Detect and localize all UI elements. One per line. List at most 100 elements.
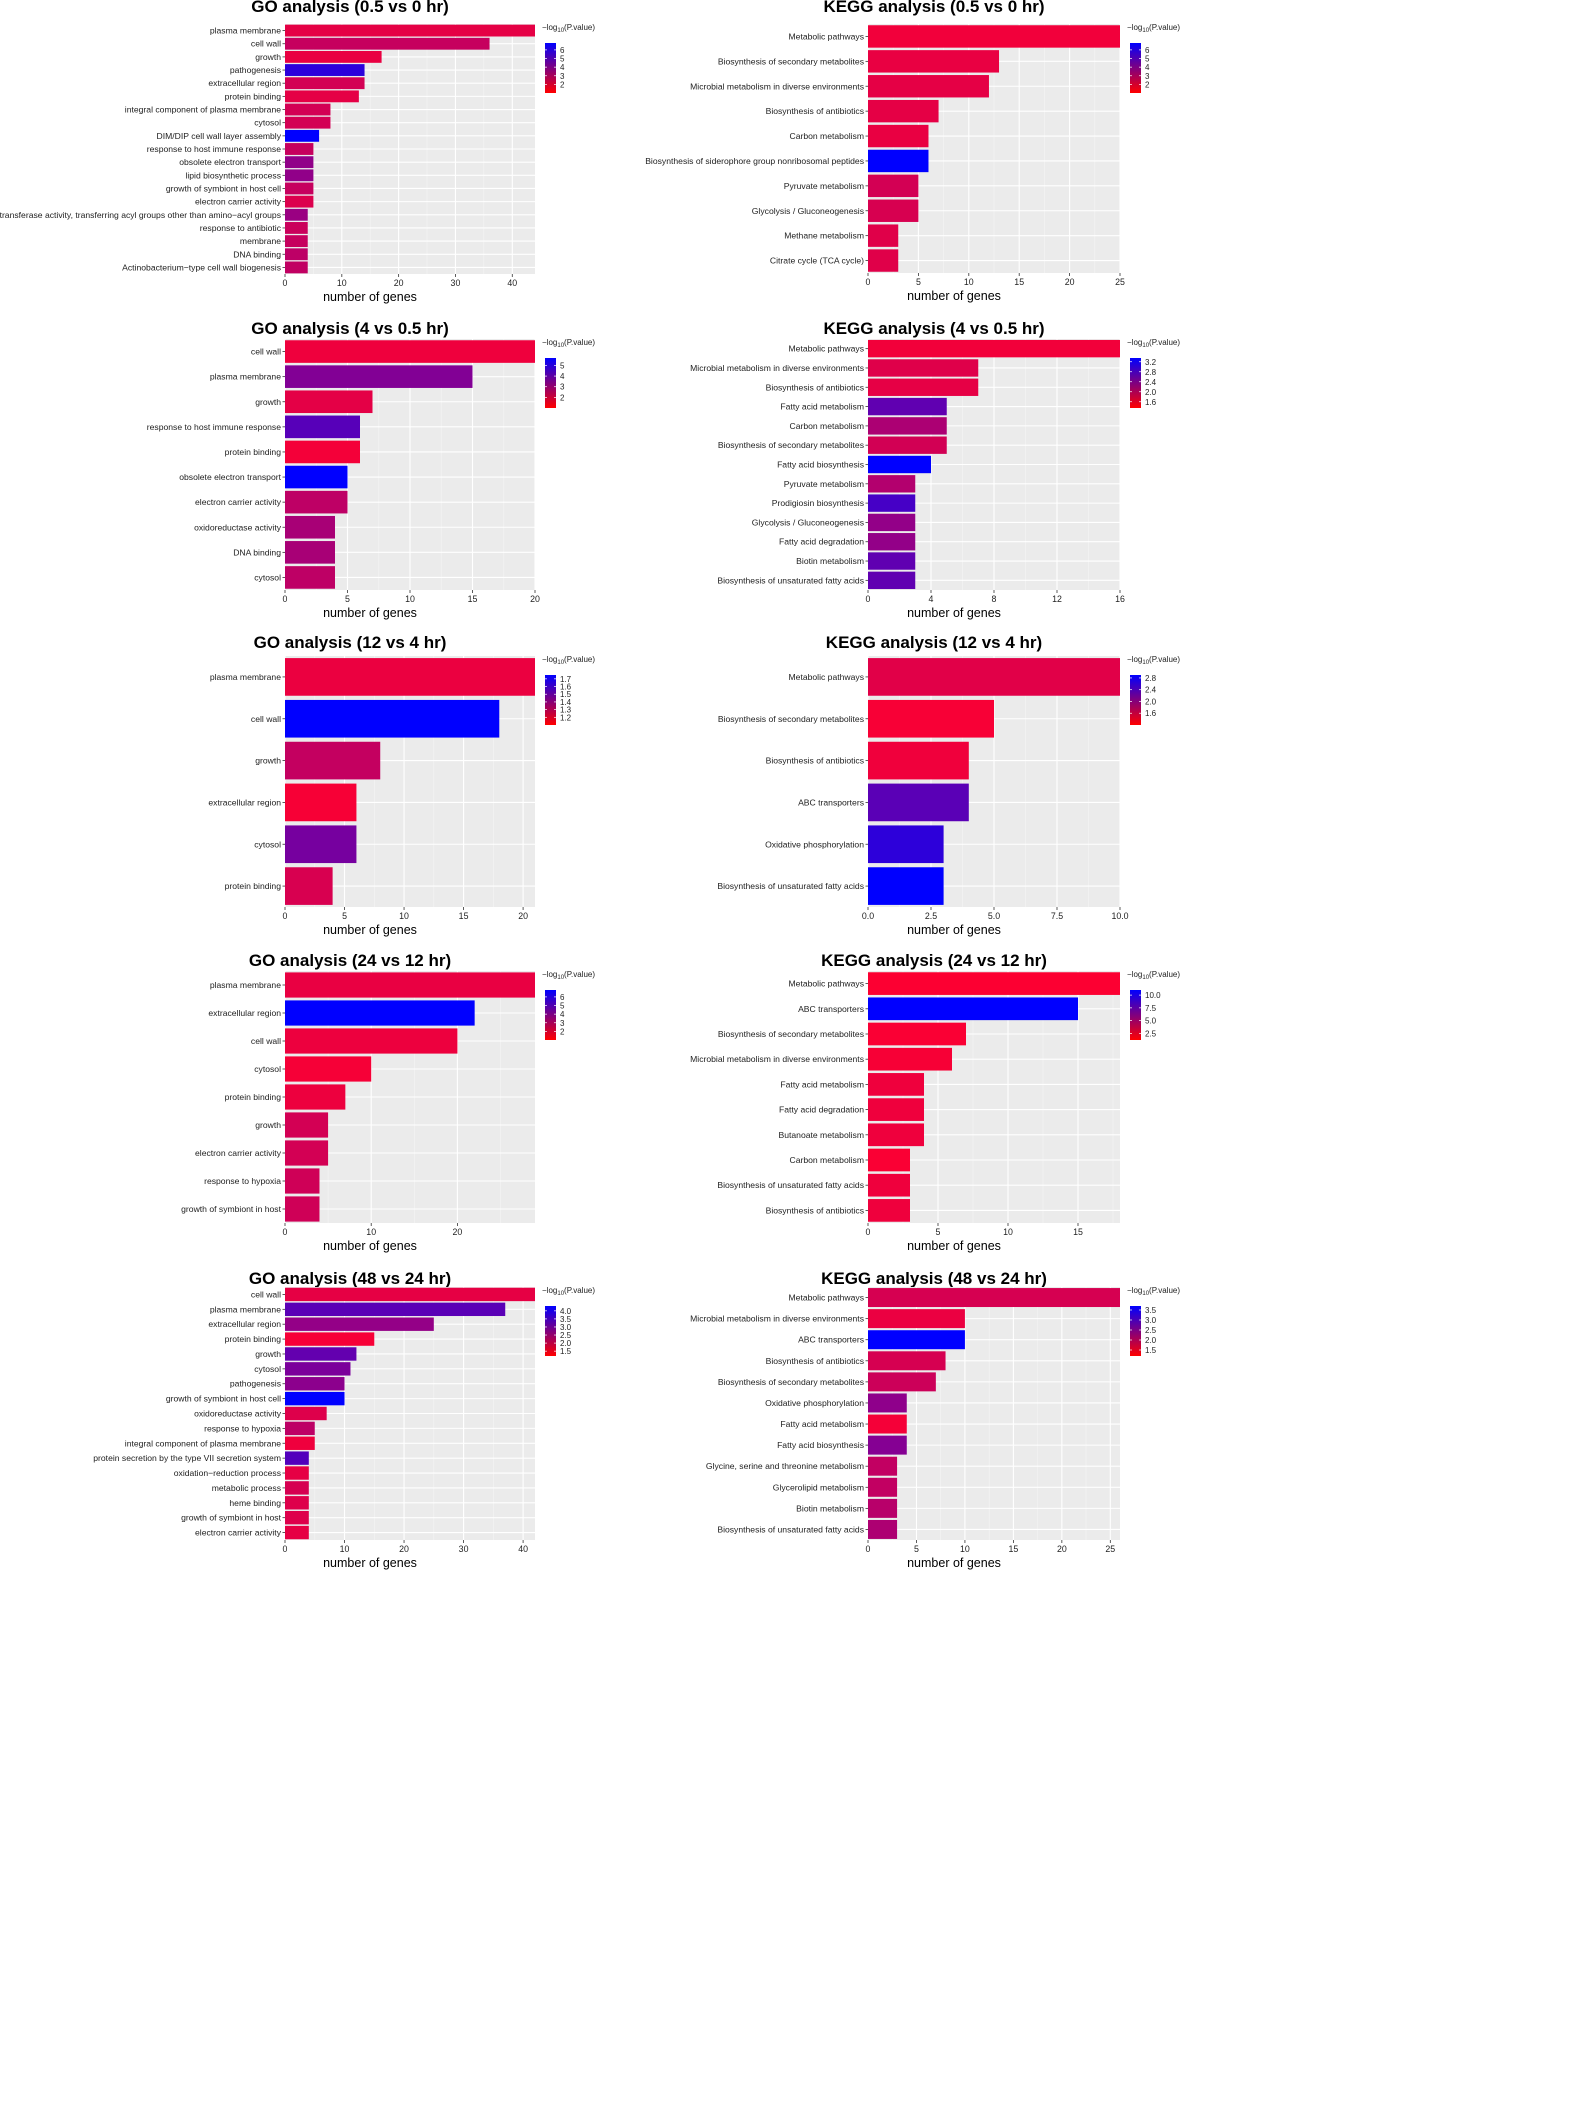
x-tick-label: 25	[1115, 277, 1125, 287]
category-label: Biosynthesis of antibiotics	[766, 1205, 864, 1215]
category-label: cytosol	[254, 839, 281, 849]
bar	[868, 1148, 910, 1172]
category-label: Oxidative phosphorylation	[765, 1398, 864, 1408]
category-label: obsolete electron transport	[179, 472, 281, 482]
bar	[868, 174, 919, 198]
x-tick-label: 15	[459, 911, 469, 921]
x-tick-label: 15	[1008, 1544, 1018, 1554]
x-tick-label: 0.0	[862, 911, 874, 921]
legend-tick-label: 1.5	[1145, 1346, 1157, 1355]
legend-tick-label: 4	[560, 1010, 565, 1019]
legend-tick-label: 2.0	[1145, 1336, 1157, 1345]
category-label: Metabolic pathways	[789, 1293, 864, 1303]
x-tick-label: 10	[960, 1544, 970, 1554]
bar	[868, 513, 916, 532]
category-label: DIM/DIP cell wall layer assembly	[157, 131, 282, 141]
category-label: integral component of plasma membrane	[125, 1438, 281, 1448]
bar	[868, 658, 1120, 696]
category-label: Actinobacterium−type cell wall biogenesi…	[122, 262, 281, 272]
bar	[285, 169, 314, 182]
category-label: electron carrier activity	[195, 497, 282, 507]
x-tick-label: 20	[530, 594, 540, 604]
category-label: extracellular region	[208, 1319, 281, 1329]
bar	[285, 365, 473, 388]
bar	[285, 1084, 346, 1110]
x-tick-label: 0	[866, 277, 871, 287]
legend-tick-label: 3	[560, 72, 565, 81]
category-label: Prodigiosin biosynthesis	[772, 498, 864, 508]
category-label: extracellular region	[208, 1008, 281, 1018]
x-axis-label: number of genes	[323, 606, 417, 620]
chart-panel-6: KEGG analysis (12 vs 4 hr) Metabolic path…	[717, 633, 1180, 937]
category-label: Microbial metabolism in diverse environm…	[690, 363, 864, 373]
bar	[868, 1073, 924, 1096]
bar	[285, 658, 535, 696]
legend-tick-label: 2.0	[1145, 697, 1157, 706]
legend-tick-label: 3.0	[1145, 1316, 1157, 1325]
category-label: Glycolysis / Gluconeogenesis	[752, 206, 864, 216]
legend-tick-label: 1.7	[560, 675, 572, 684]
bar	[285, 143, 314, 155]
bar	[868, 699, 994, 738]
category-label: plasma membrane	[210, 26, 281, 36]
category-label: response to hypoxia	[204, 1176, 281, 1186]
chart-title: KEGG analysis (12 vs 4 hr)	[826, 633, 1042, 652]
category-label: cell wall	[251, 714, 281, 724]
category-label: Biosynthesis of secondary metabolites	[718, 56, 864, 66]
legend-tick-label: 2.8	[1145, 368, 1157, 377]
category-label: Metabolic pathways	[789, 31, 864, 41]
x-tick-label: 15	[1014, 277, 1024, 287]
x-tick-label: 20	[1057, 1544, 1067, 1554]
bar	[285, 1028, 458, 1054]
x-tick-label: 20	[399, 1544, 409, 1554]
bar	[285, 129, 320, 142]
legend-tick-label: 5	[560, 1002, 565, 1011]
x-tick-label: 2.5	[925, 911, 937, 921]
x-axis-label: number of genes	[323, 923, 417, 937]
x-tick-label: 0	[283, 1227, 288, 1237]
legend-title: −log10(P.value)	[542, 655, 595, 666]
category-label: Microbial metabolism in diverse environm…	[690, 81, 864, 91]
x-tick-label: 8	[992, 594, 997, 604]
bar	[285, 24, 535, 37]
legend-colorbar	[545, 1306, 556, 1356]
category-label: extracellular region	[208, 78, 281, 88]
bar	[285, 77, 365, 90]
bar	[285, 515, 335, 539]
x-tick-label: 10.0	[1111, 911, 1128, 921]
bar	[868, 75, 989, 98]
bar	[868, 25, 1120, 48]
category-label: oxidoreductase activity	[194, 1409, 282, 1419]
bar	[285, 465, 348, 489]
legend-colorbar	[1130, 43, 1141, 93]
x-axis-label: number of genes	[907, 606, 1001, 620]
category-label: Fatty acid biosynthesis	[777, 1440, 864, 1450]
chart-title: KEGG analysis (24 vs 12 hr)	[821, 951, 1047, 970]
legend-tick-label: 1.6	[1145, 709, 1157, 718]
bar	[868, 417, 947, 435]
legend-title: −log10(P.value)	[1127, 23, 1180, 34]
category-label: membrane	[240, 236, 281, 246]
bar	[285, 415, 360, 439]
x-tick-label: 10	[399, 911, 409, 921]
bar	[868, 224, 899, 247]
x-tick-label: 5	[345, 594, 350, 604]
category-label: cytosol	[254, 118, 281, 128]
x-axis-label: number of genes	[323, 290, 417, 304]
bar	[868, 494, 916, 512]
category-label: response to host immune response	[147, 144, 281, 154]
bar	[868, 1047, 952, 1071]
legend-tick-label: 3.5	[1145, 1306, 1157, 1315]
legend-tick-label: 5	[560, 55, 565, 64]
legend-title: −log10(P.value)	[1127, 1286, 1180, 1297]
category-label: ABC transporters	[798, 1335, 864, 1345]
legend-colorbar	[1130, 1306, 1141, 1356]
category-label: Microbial metabolism in diverse environm…	[690, 1054, 864, 1064]
legend-title: −log10(P.value)	[1127, 338, 1180, 349]
x-tick-label: 0	[866, 1227, 871, 1237]
bar	[285, 1451, 309, 1465]
bar	[285, 1317, 434, 1331]
category-label: Glycolysis / Gluconeogenesis	[752, 517, 864, 527]
bar	[868, 1022, 966, 1046]
category-label: protein binding	[225, 881, 282, 891]
